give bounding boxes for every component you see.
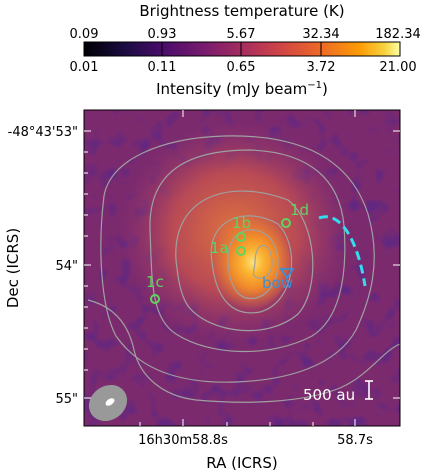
colorbar-top-tick: 182.34 — [375, 27, 421, 42]
source-1b-label: 1b — [232, 214, 251, 232]
tick-marks — [84, 110, 400, 426]
colorbar-bottom-tick: 0.65 — [227, 60, 256, 75]
source-1b-marker — [236, 232, 246, 242]
colorbar-bottom-tick: 3.72 — [307, 60, 336, 75]
colorbar-bottom-label: Intensity (mJy beam−1) — [156, 80, 328, 98]
y-tick-label: -48°43'53" — [8, 125, 78, 140]
colorbar-top-label: Brightness temperature (K) — [139, 2, 344, 20]
intensity-map — [84, 110, 400, 426]
colorbar-top-tick: 32.34 — [302, 27, 339, 42]
colorbar-top-tick: 0.93 — [148, 27, 177, 42]
y-tick-label: 54" — [55, 259, 78, 274]
colorbar — [83, 41, 401, 57]
plot-frame — [83, 109, 401, 427]
sources: 1a 1b 1c 1d bow — [146, 201, 309, 304]
y-tick-labels: -48°43'53" 54" 55" — [8, 125, 78, 407]
colorbar-top-tick: 5.67 — [227, 27, 256, 42]
source-1c-label: 1c — [146, 273, 164, 291]
colorbar-bottom-ticks: 0.01 0.11 0.65 3.72 21.00 — [70, 60, 417, 75]
source-1d-marker — [281, 218, 291, 228]
bow-triangle-marker — [279, 268, 295, 280]
colorbar-bottom-label-sup: −1 — [307, 80, 322, 91]
colorbar-bottom-tick: 0.11 — [148, 60, 177, 75]
beam-core — [105, 398, 115, 406]
scale-bar-label: 500 au — [303, 386, 355, 404]
bright-core — [206, 214, 290, 310]
x-tick-labels: 16h30m58.8s 58.7s — [138, 433, 373, 448]
x-tick-label: 58.7s — [337, 433, 373, 448]
scale-bar — [365, 380, 373, 400]
source-1a-label: 1a — [210, 239, 229, 257]
x-tick-label: 16h30m58.8s — [138, 433, 228, 448]
y-tick-label: 55" — [55, 392, 78, 407]
colorbar-bottom-label-main: Intensity (mJy beam — [156, 80, 307, 98]
x-axis-label: RA (ICRS) — [206, 454, 277, 472]
dashed-arc — [318, 215, 367, 287]
colorbar-top-ticks: 0.09 0.93 5.67 32.34 182.34 — [70, 27, 421, 42]
bow-label: bow — [262, 274, 293, 292]
colorbar-top-tick: 0.09 — [70, 27, 99, 42]
colorbar-bottom-label-close: ) — [322, 80, 328, 98]
colorbar-tick-marks — [161, 42, 322, 56]
source-1d-label: 1d — [290, 201, 309, 219]
source-1a-marker — [236, 246, 246, 256]
source-1c-marker — [150, 294, 160, 304]
colorbar-bottom-tick: 21.00 — [379, 60, 416, 75]
colorbar-bottom-tick: 0.01 — [70, 60, 99, 75]
y-axis-label: Dec (ICRS) — [4, 228, 22, 308]
